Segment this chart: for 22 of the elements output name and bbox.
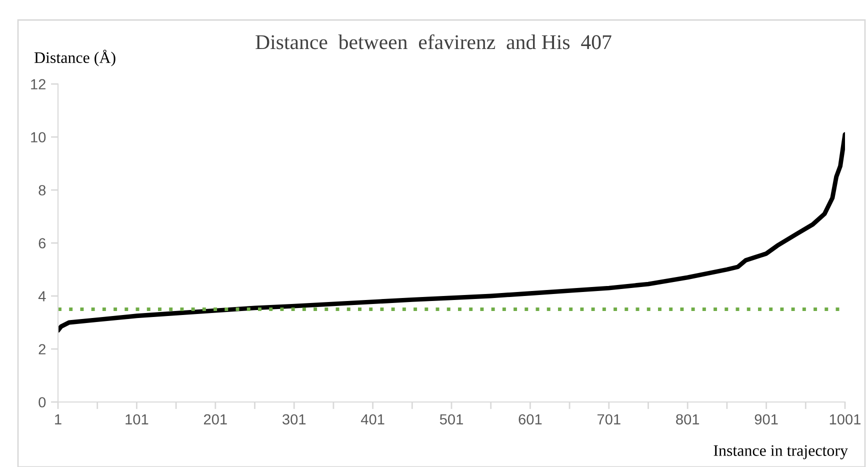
y-axis-title: Distance (Å) [34,50,116,66]
y-tick-label: 12 [31,79,46,90]
line-series [58,132,845,333]
x-tick-label: 401 [360,414,384,425]
y-tick-label: 2 [38,344,46,354]
x-tick-label: 1 [55,414,62,424]
x-axis-title: Instance in trajectory [714,445,848,460]
x-tick-label: 601 [518,414,542,425]
x-tick-label: 701 [597,414,620,425]
x-tick-label: 801 [676,414,700,425]
x-tick-label: 301 [282,414,306,425]
y-tick-label: 8 [38,185,46,196]
y-tick-label: 0 [38,397,46,408]
y-tick-label: 4 [38,291,46,302]
x-tick-label: 901 [754,414,778,425]
x-tick-label: 1001 [830,414,861,425]
y-tick-label: 6 [38,238,46,248]
x-tick-label: 201 [204,414,227,425]
x-tick-label: 501 [440,414,463,425]
chart-title: Distance between efavirenz and His 407 [256,34,612,50]
x-tick-label: 101 [126,414,148,425]
y-tick-label: 10 [31,132,46,142]
